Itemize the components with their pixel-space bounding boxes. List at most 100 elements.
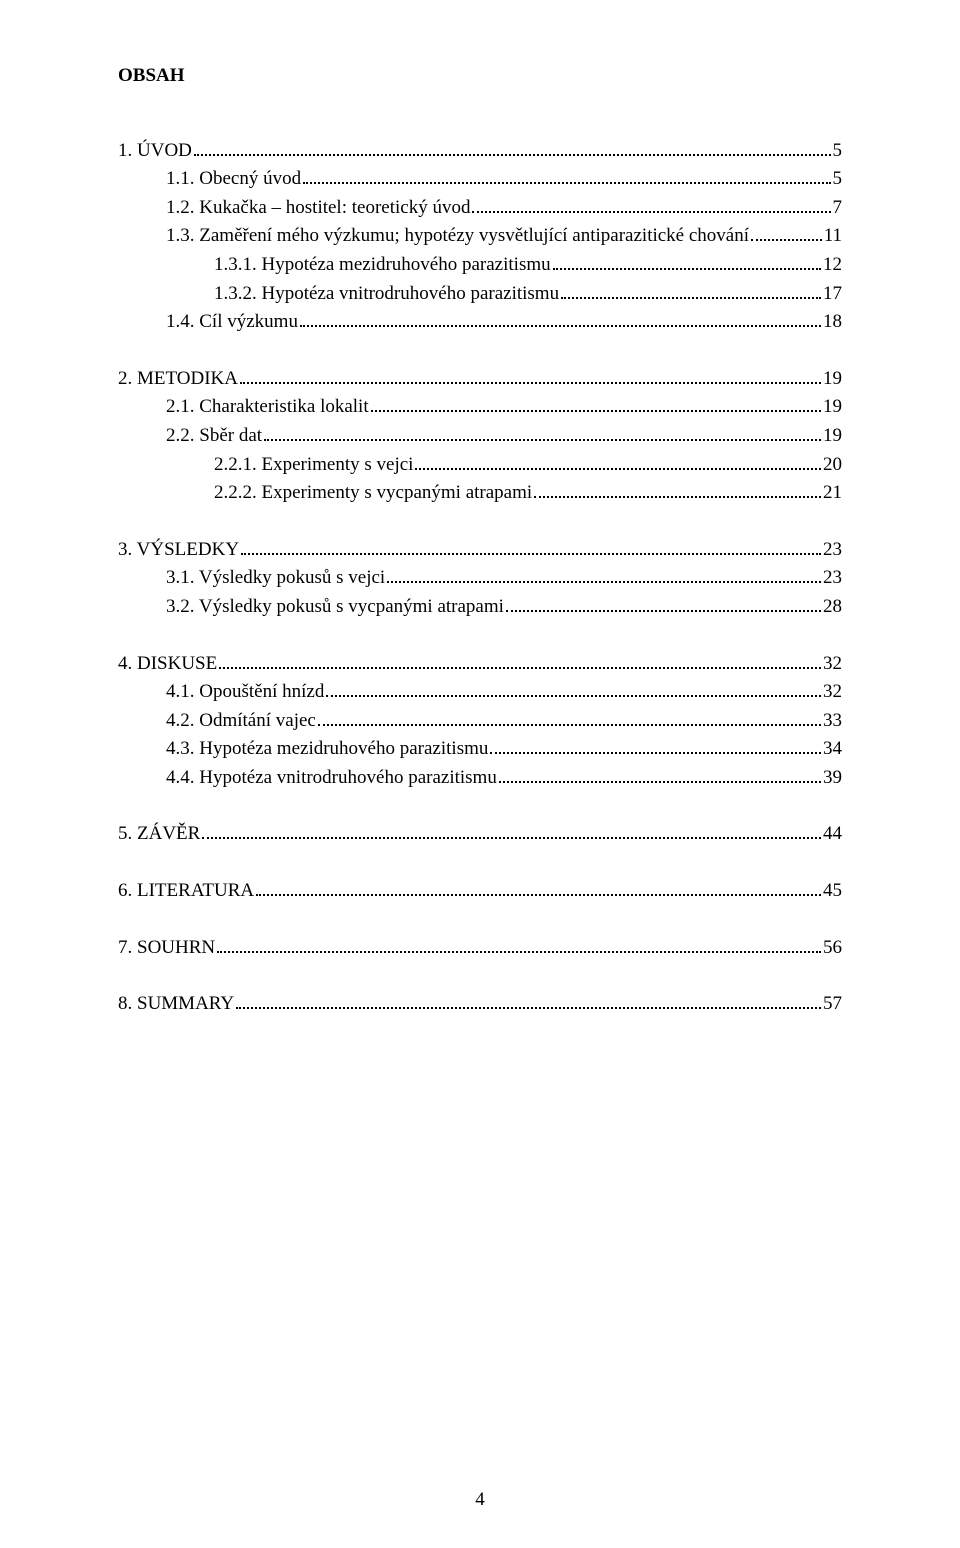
toc-list: 1. ÚVOD51.1. Obecný úvod51.2. Kukačka – …: [118, 109, 842, 1019]
toc-leader-dots: [217, 934, 821, 953]
toc-entry-label: 3. VÝSLEDKY: [118, 536, 239, 565]
toc-entry-label: 4.3. Hypotéza mezidruhového parazitismu: [166, 735, 488, 764]
toc-leader-dots: [387, 564, 821, 583]
toc-entry-label: 4.4. Hypotéza vnitrodruhového parazitism…: [166, 764, 497, 793]
toc-entry-label: 1.4. Cíl výzkumu: [166, 308, 298, 337]
toc-entry-page: 20: [823, 451, 842, 480]
toc-entry-page: 28: [823, 593, 842, 622]
toc-entry-label: 1.1. Obecný úvod: [166, 165, 301, 194]
toc-entry: 2.1. Charakteristika lokalit 19: [118, 393, 842, 422]
toc-entry-page: 45: [823, 877, 842, 906]
page-container: OBSAH 1. ÚVOD51.1. Obecný úvod51.2. Kuka…: [0, 0, 960, 1548]
toc-entry: 1.2. Kukačka – hostitel: teoretický úvod…: [118, 194, 842, 223]
toc-entry-page: 5: [833, 137, 843, 166]
toc-entry-page: 19: [823, 422, 842, 451]
toc-entry-label: 4. DISKUSE: [118, 650, 217, 679]
toc-entry-label: 1.3.1. Hypotéza mezidruhového parazitism…: [214, 251, 551, 280]
toc-entry-label: 1.2. Kukačka – hostitel: teoretický úvod: [166, 194, 470, 223]
toc-entry-label: 2.2.2. Experimenty s vycpanými atrapami: [214, 479, 532, 508]
toc-entry-page: 21: [823, 479, 842, 508]
toc-entry-label: 3.2. Výsledky pokusů s vycpanými atrapam…: [166, 593, 504, 622]
toc-entry: 2.2.1. Experimenty s vejci 20: [118, 450, 842, 479]
toc-entry-page: 34: [823, 735, 842, 764]
toc-entry: 8. SUMMARY 57: [118, 990, 842, 1019]
toc-entry-page: 57: [823, 990, 842, 1019]
toc-gap: [118, 849, 842, 877]
page-number: 4: [0, 1486, 960, 1515]
toc-gap: [118, 621, 842, 649]
toc-gap: [118, 109, 842, 137]
toc-entry: 4.3. Hypotéza mezidruhového parazitismu 3…: [118, 735, 842, 764]
toc-leader-dots: [256, 877, 821, 896]
toc-entry-label: 1. ÚVOD: [118, 137, 192, 166]
toc-entry-page: 56: [823, 934, 842, 963]
toc-leader-dots: [553, 251, 821, 270]
toc-entry-label: 4.2. Odmítání vajec: [166, 707, 316, 736]
toc-gap: [118, 508, 842, 536]
toc-entry-page: 44: [823, 820, 842, 849]
toc-entry: 5. ZÁVĚR 44: [118, 820, 842, 849]
toc-gap: [118, 962, 842, 990]
toc-entry-label: 2.2. Sběr dat: [166, 422, 262, 451]
toc-entry-page: 18: [823, 308, 842, 337]
toc-entry-label: 8. SUMMARY: [118, 990, 234, 1019]
toc-entry-page: 32: [823, 678, 842, 707]
toc-entry-page: 33: [823, 707, 842, 736]
toc-entry-label: 2.2.1. Experimenty s vejci: [214, 451, 413, 480]
toc-entry-page: 17: [823, 280, 842, 309]
toc-heading: OBSAH: [118, 62, 842, 91]
toc-entry: 3.2. Výsledky pokusů s vycpanými atrapam…: [118, 593, 842, 622]
toc-leader-dots: [240, 365, 821, 384]
toc-leader-dots: [303, 165, 830, 184]
toc-leader-dots: [371, 393, 821, 412]
toc-entry: 4.1. Opouštění hnízd32: [118, 678, 842, 707]
toc-leader-dots: [318, 707, 821, 726]
toc-entry-label: 7. SOUHRN: [118, 934, 215, 963]
toc-entry: 3.1. Výsledky pokusů s vejci 23: [118, 564, 842, 593]
toc-leader-dots: [219, 649, 821, 668]
toc-entry: 6. LITERATURA 45: [118, 877, 842, 906]
toc-entry-page: 5: [833, 165, 843, 194]
toc-gap: [118, 792, 842, 820]
toc-entry: 7. SOUHRN 56: [118, 934, 842, 963]
toc-entry-label: 2. METODIKA: [118, 365, 238, 394]
toc-entry-label: 3.1. Výsledky pokusů s vejci: [166, 564, 385, 593]
toc-leader-dots: [472, 194, 830, 213]
toc-entry: 2.2. Sběr dat 19: [118, 422, 842, 451]
toc-leader-dots: [506, 593, 821, 612]
toc-entry: 1.4. Cíl výzkumu 18: [118, 308, 842, 337]
toc-entry-page: 32: [823, 650, 842, 679]
toc-entry: 4.2. Odmítání vajec 33: [118, 707, 842, 736]
toc-leader-dots: [194, 137, 831, 156]
toc-entry: 1.3.2. Hypotéza vnitrodruhového paraziti…: [118, 279, 842, 308]
toc-entry-label: 5. ZÁVĚR: [118, 820, 200, 849]
toc-entry-label: 1.3. Zaměření mého výzkumu; hypotézy vys…: [166, 222, 749, 251]
toc-entry: 1. ÚVOD 5: [118, 137, 842, 166]
toc-leader-dots: [534, 479, 821, 498]
toc-leader-dots: [300, 308, 821, 327]
toc-entry-label: 2.1. Charakteristika lokalit: [166, 393, 369, 422]
toc-entry-page: 7: [833, 194, 843, 223]
toc-entry-page: 12: [823, 251, 842, 280]
toc-leader-dots: [241, 536, 821, 555]
toc-entry: 2. METODIKA 19: [118, 365, 842, 394]
toc-leader-dots: [326, 678, 821, 697]
toc-leader-dots: [264, 422, 821, 441]
toc-entry-page: 19: [823, 393, 842, 422]
toc-entry: 3. VÝSLEDKY 23: [118, 536, 842, 565]
toc-entry-page: 23: [823, 536, 842, 565]
toc-leader-dots: [490, 735, 821, 754]
toc-entry: 2.2.2. Experimenty s vycpanými atrapami 2…: [118, 479, 842, 508]
toc-entry: 1.3.1. Hypotéza mezidruhového parazitism…: [118, 251, 842, 280]
toc-entry-label: 6. LITERATURA: [118, 877, 254, 906]
toc-entry-page: 39: [823, 764, 842, 793]
toc-entry-page: 23: [823, 564, 842, 593]
toc-gap: [118, 906, 842, 934]
toc-leader-dots: [561, 279, 821, 298]
toc-entry: 1.3. Zaměření mého výzkumu; hypotézy vys…: [118, 222, 842, 251]
toc-entry: 4. DISKUSE 32: [118, 649, 842, 678]
toc-entry-page: 19: [823, 365, 842, 394]
toc-leader-dots: [499, 764, 821, 783]
toc-entry-page: 11: [824, 222, 842, 251]
toc-leader-dots: [415, 450, 821, 469]
